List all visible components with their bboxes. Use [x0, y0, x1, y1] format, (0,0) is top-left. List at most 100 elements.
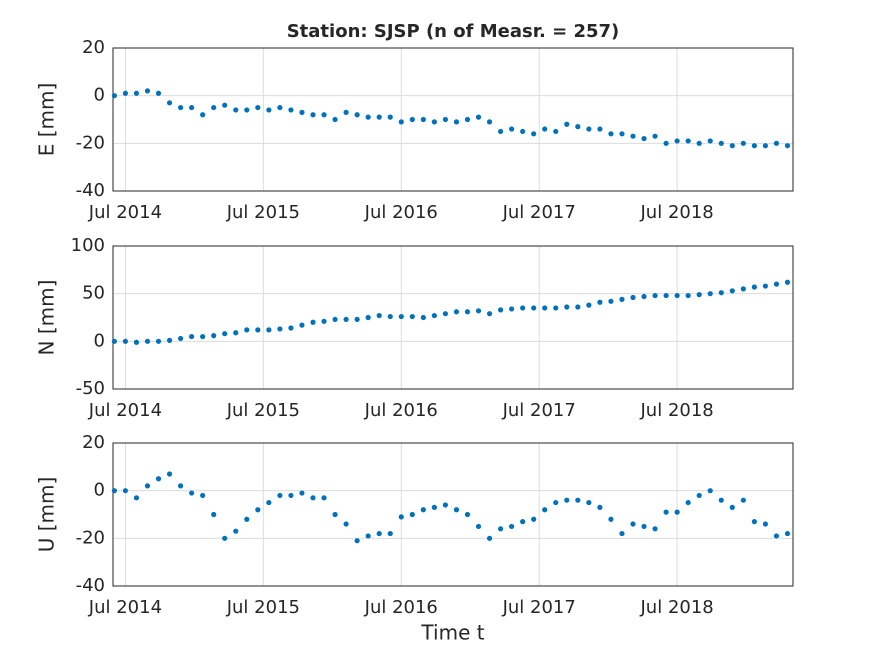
- data-point: [486, 535, 493, 541]
- data-point: [288, 107, 294, 113]
- data-point: [575, 124, 581, 130]
- data-point: [166, 337, 173, 343]
- data-point: [244, 107, 250, 113]
- data-point: [144, 483, 151, 489]
- data-point: [332, 511, 338, 518]
- data-point: [608, 298, 614, 304]
- data-point: [200, 333, 206, 340]
- data-point: [784, 530, 791, 537]
- data-point: [398, 514, 404, 520]
- data-point: [475, 114, 482, 120]
- data-point: [740, 286, 746, 292]
- data-point: [597, 299, 603, 305]
- data-point: [431, 312, 437, 319]
- data-point: [707, 291, 713, 297]
- data-point: [122, 488, 129, 494]
- data-point: [398, 119, 404, 125]
- data-point: [542, 507, 548, 513]
- x-tick-label: Jul 2015: [226, 202, 300, 223]
- data-point: [751, 519, 757, 525]
- data-point: [718, 497, 724, 503]
- data-point: [288, 325, 294, 331]
- data-point: [233, 528, 239, 534]
- data-point: [211, 333, 217, 339]
- data-point: [200, 492, 206, 499]
- data-point: [707, 488, 713, 494]
- data-point: [619, 296, 625, 302]
- y-axis-label: N [mm]: [35, 280, 59, 356]
- data-point: [431, 504, 437, 510]
- data-point: [365, 114, 371, 120]
- data-point: [564, 304, 570, 310]
- data-point: [442, 502, 449, 508]
- data-point: [773, 140, 780, 146]
- data-point: [553, 499, 559, 506]
- data-point: [376, 312, 382, 319]
- data-point: [575, 497, 581, 503]
- data-point: [266, 499, 272, 506]
- data-point: [696, 292, 702, 298]
- x-tick-label: Jul 2015: [226, 597, 300, 618]
- data-point: [674, 292, 680, 299]
- x-tick-label: Jul 2014: [88, 597, 162, 618]
- data-point: [343, 521, 349, 527]
- data-point: [608, 131, 614, 137]
- data-point: [244, 327, 250, 333]
- data-point: [520, 305, 526, 311]
- data-point: [685, 292, 691, 299]
- data-point: [244, 516, 250, 522]
- data-point: [321, 112, 327, 118]
- data-point: [718, 140, 724, 146]
- x-tick-label: Jul 2017: [502, 202, 576, 223]
- data-point: [299, 322, 305, 328]
- data-point: [255, 104, 261, 111]
- data-point: [222, 102, 228, 108]
- data-point: [255, 507, 261, 513]
- data-point: [586, 302, 592, 308]
- y-tick-label: 0: [94, 480, 105, 501]
- y-tick-label: -20: [76, 527, 105, 548]
- data-point: [420, 116, 426, 123]
- data-point: [453, 119, 460, 125]
- data-point: [619, 131, 625, 137]
- data-point: [431, 119, 437, 125]
- data-point: [509, 523, 515, 530]
- x-tick-label: Jul 2016: [364, 202, 438, 223]
- data-point: [255, 327, 261, 333]
- data-point: [442, 116, 449, 123]
- data-point: [663, 140, 669, 146]
- data-point: [564, 121, 570, 127]
- data-point: [442, 311, 449, 317]
- data-point: [564, 497, 570, 503]
- data-point: [409, 511, 415, 518]
- data-point: [784, 279, 791, 285]
- data-point: [266, 327, 272, 333]
- axes-box: [112, 442, 794, 587]
- x-tick-label: Jul 2018: [640, 597, 714, 618]
- x-tick-label: Jul 2014: [88, 202, 162, 223]
- data-point: [155, 476, 162, 482]
- data-point: [211, 511, 217, 518]
- data-point: [652, 526, 658, 532]
- data-point: [111, 488, 117, 494]
- data-point: [189, 490, 195, 496]
- subplot: -40 -20 0 20 Jul 2014 Jul 2015 Jul 2016 Jul 201…: [35, 21, 794, 223]
- data-point: [144, 338, 151, 344]
- y-axis-label: U [mm]: [35, 477, 59, 553]
- data-point: [553, 305, 559, 311]
- data-point: [222, 331, 228, 337]
- data-point: [343, 316, 349, 323]
- data-point: [542, 305, 548, 311]
- data-point: [630, 521, 636, 527]
- y-tick-label: 20: [82, 432, 105, 453]
- data-point: [784, 143, 791, 149]
- data-point: [729, 504, 735, 510]
- y-tick-label: 0: [94, 330, 105, 351]
- data-point: [575, 304, 581, 310]
- data-point: [696, 492, 702, 499]
- data-point: [409, 116, 415, 123]
- data-point: [475, 523, 482, 530]
- data-point: [773, 533, 780, 539]
- data-point: [189, 333, 195, 340]
- data-point: [299, 490, 305, 496]
